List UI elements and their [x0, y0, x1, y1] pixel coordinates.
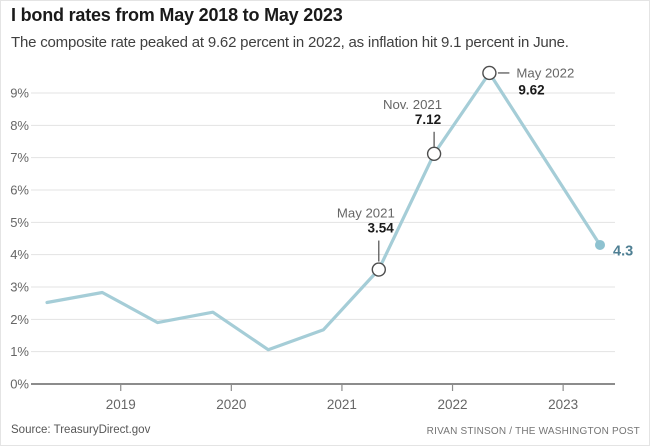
annotation-value-label: 3.54 [368, 221, 395, 236]
x-axis-tick-label: 2020 [216, 397, 246, 412]
annotation-date-label: May 2021 [337, 206, 395, 221]
data-point-marker [371, 262, 386, 277]
annotation-date-label: May 2022 [516, 65, 574, 80]
x-axis-tick-label: 2023 [548, 397, 578, 412]
x-axis-tick-label: 2022 [438, 397, 468, 412]
source-note: Source: TreasuryDirect.gov [11, 424, 151, 436]
end-value-label: 4.3 [613, 243, 633, 259]
y-axis-tick-label: 1% [10, 344, 29, 359]
y-axis-tick-label: 3% [10, 280, 29, 295]
y-axis-tick-label: 0% [10, 377, 29, 392]
y-axis-tick-label: 7% [10, 150, 29, 165]
data-point-marker [426, 146, 442, 161]
end-point-dot [595, 239, 605, 250]
y-axis-tick-label: 4% [10, 247, 29, 262]
chart-subtitle: The composite rate peaked at 9.62 percen… [11, 34, 569, 51]
x-axis-tick-label: 2019 [106, 397, 136, 412]
y-axis-tick-label: 2% [10, 312, 29, 327]
x-axis-tick-label: 2021 [327, 397, 357, 412]
y-axis-tick-label: 5% [10, 215, 29, 230]
data-point-marker [482, 65, 497, 81]
annotation-value-label: 7.12 [415, 112, 441, 127]
y-axis-tick-label: 9% [10, 86, 29, 101]
annotation-date-label: Nov. 2021 [383, 97, 442, 112]
y-axis-tick-label: 8% [10, 118, 29, 133]
y-axis-tick-label: 6% [10, 183, 29, 198]
chart-title: I bond rates from May 2018 to May 2023 [11, 5, 343, 25]
annotation-value-label: 9.62 [518, 82, 544, 97]
rate-line-series [45, 71, 602, 352]
byline-credit: RIVAN STINSON / THE WASHINGTON POST [426, 426, 640, 437]
